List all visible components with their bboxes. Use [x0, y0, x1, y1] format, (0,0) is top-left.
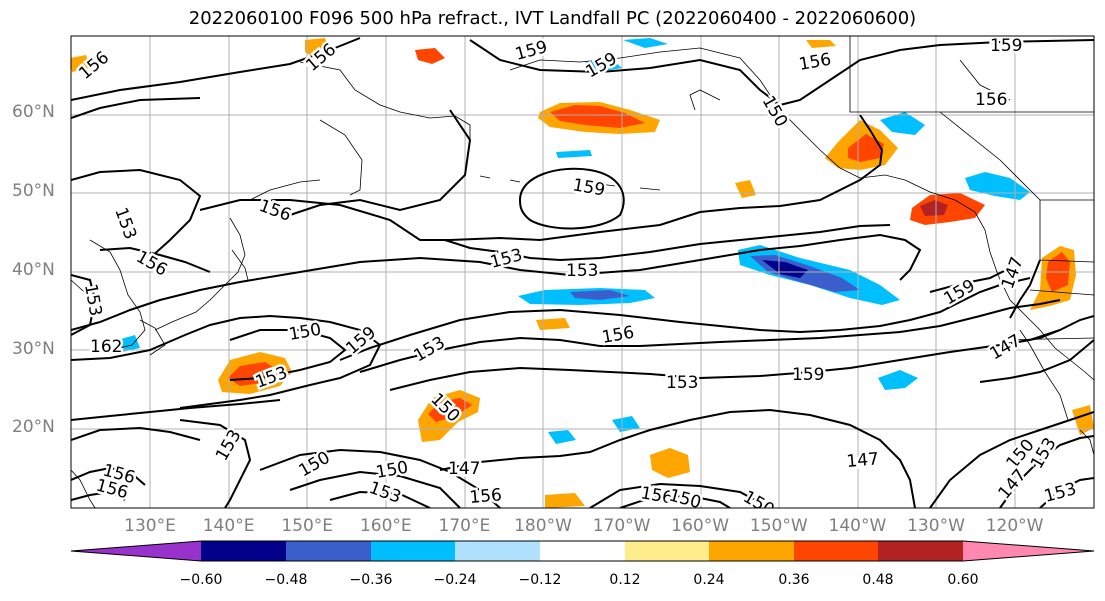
colorbar-tick-label: 0.12 — [609, 572, 641, 588]
contour-label-halo: 156 — [975, 90, 1007, 110]
colorbar-extend-low — [71, 541, 201, 561]
colorbar-tick-label: 0.24 — [693, 572, 725, 588]
colorbar-swatch — [709, 541, 794, 561]
contour-label: 162 — [90, 337, 122, 357]
longitude-label: 180°W — [514, 516, 572, 536]
longitude-label: 160°E — [359, 516, 412, 536]
colorbar-tick-label: 0.36 — [778, 572, 810, 588]
contour-label-halo: 159 — [792, 365, 824, 385]
positive-patch — [650, 448, 690, 478]
map-title: 2022060100 F096 500 hPa refract., IVT La… — [188, 8, 917, 29]
colorbar-extend-high — [963, 541, 1094, 561]
negative-patch — [118, 335, 140, 352]
positive-patch — [71, 55, 90, 72]
negative-patch — [612, 416, 640, 432]
colorbar-swatch — [878, 541, 963, 561]
positive-patch — [415, 48, 445, 64]
longitude-label: 120°W — [985, 516, 1044, 536]
longitude-label: 140°E — [202, 516, 255, 536]
negative-patch — [548, 430, 576, 444]
colorbar-tick-label: −0.60 — [179, 572, 223, 588]
height-contours — [71, 37, 1094, 508]
longitude-label: 150°W — [749, 516, 808, 536]
contour-label: 156 — [975, 90, 1007, 110]
negative-patch — [585, 58, 622, 72]
positive-patch — [545, 493, 585, 508]
contour-label: 159 — [990, 36, 1022, 56]
colorbar-swatch — [455, 541, 540, 561]
colorbar-swatch — [286, 541, 371, 561]
negative-patch — [556, 150, 592, 158]
contour-label-halo: 159 — [990, 36, 1022, 56]
negative-patch — [878, 370, 918, 390]
longitude-label: 130°W — [907, 516, 965, 536]
negative-patch — [623, 38, 668, 48]
latitude-label: 60°N — [12, 102, 55, 122]
colorbar-tick-label: 0.48 — [862, 572, 894, 588]
negative-patch — [762, 260, 808, 278]
colorbar-tick-label: −0.48 — [264, 572, 308, 588]
latitude-label: 40°N — [12, 260, 55, 280]
colorbar-swatch — [625, 541, 709, 561]
latitude-label: 50°N — [12, 181, 55, 201]
colorbar-outline — [70, 540, 1095, 562]
colorbar-swatch — [371, 541, 455, 561]
contour-label: 156 — [469, 485, 503, 508]
contour-label: 159 — [792, 365, 824, 385]
contour-label: 153 — [666, 373, 698, 393]
positive-patch — [848, 134, 884, 162]
colorbar-tick-label: 0.60 — [947, 572, 979, 588]
longitude-label: 130°E — [124, 516, 176, 536]
longitude-label: 160°W — [671, 516, 730, 536]
graticule — [71, 36, 1094, 508]
colorbar-tick-label: −0.36 — [349, 572, 393, 588]
positive-patch — [910, 193, 985, 225]
longitude-label: 150°E — [281, 516, 334, 536]
coastlines — [71, 47, 1094, 508]
colorbar-swatch — [540, 541, 625, 561]
longitude-label: 170°W — [592, 516, 651, 536]
colorbar-tick-label: −0.12 — [518, 572, 562, 588]
negative-patch — [570, 290, 630, 300]
contour-label: 150 — [667, 486, 704, 514]
longitude-label: 170°E — [438, 516, 491, 536]
colorbar-swatch — [201, 541, 286, 561]
positive-patch — [550, 105, 645, 128]
colorbar — [70, 540, 1095, 562]
contour-label: 156 — [639, 483, 674, 508]
positive-patch — [536, 318, 570, 330]
positive-patch — [806, 40, 836, 48]
positive-patch — [920, 200, 948, 216]
contour-label-halo: 156 — [639, 483, 674, 508]
colorbar-swatch — [794, 541, 878, 561]
contour-label: 147 — [846, 449, 880, 472]
contour-label-halo: 153 — [566, 261, 598, 281]
contour-label-halo: 153 — [666, 373, 698, 393]
latitude-label: 30°N — [12, 339, 55, 359]
contour-label-halo: 156 — [469, 485, 503, 508]
contour-label-halo: 162 — [90, 337, 122, 357]
positive-patch — [428, 398, 472, 422]
positive-patch — [1072, 405, 1094, 435]
contour-label-halo: 147 — [448, 459, 480, 479]
negative-patch — [880, 112, 925, 135]
political-borders — [849, 36, 1094, 341]
contour-label: 153 — [566, 261, 598, 281]
contour-label-halo: 150 — [287, 320, 322, 345]
colorbar-tick-label: −0.24 — [433, 572, 477, 588]
longitude-label: 140°W — [828, 516, 887, 536]
latitude-label: 20°N — [12, 417, 55, 437]
contour-label: 147 — [448, 459, 480, 479]
